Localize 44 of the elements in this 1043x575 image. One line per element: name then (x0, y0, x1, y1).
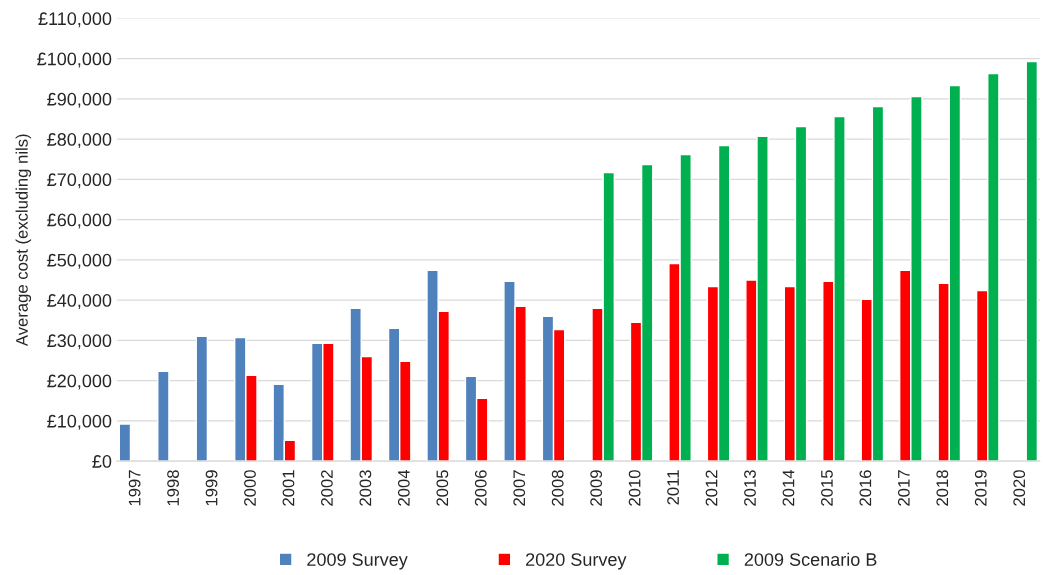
y-tick-label: £80,000 (47, 133, 112, 148)
x-tick-label: 2011 (667, 470, 679, 505)
y-tick-label: £60,000 (47, 213, 112, 229)
x-tick-label: 2016 (859, 470, 872, 506)
x-tick-label: 2020 (1013, 470, 1026, 506)
y-tick-label: £70,000 (47, 173, 112, 189)
x-tick-label: 2012 (705, 470, 718, 506)
x-tick-label: 1997 (128, 470, 141, 506)
bar (195, 335, 209, 462)
x-tick-label: 2005 (436, 470, 449, 506)
y-tick-label: £110,000 (38, 12, 112, 28)
y-tick-label: £40,000 (47, 294, 112, 309)
bar (118, 423, 132, 462)
y-axis-title: Average cost (excluding nils) (15, 134, 32, 347)
legend-label: 2009 Scenario B (744, 552, 877, 566)
x-tick-label: 2009 (590, 470, 603, 506)
y-tick-label: £50,000 (47, 253, 112, 269)
x-tick-label: 2017 (897, 470, 910, 506)
x-tick-label: 2006 (474, 470, 487, 506)
bar (1025, 60, 1039, 462)
legend-label: 2020 Survey (526, 553, 627, 570)
legend-label: 2009 Survey (307, 553, 408, 570)
x-tick-label: 2015 (821, 470, 833, 506)
x-tick-label: 1998 (167, 470, 179, 506)
x-tick-label: 2008 (551, 470, 564, 506)
x-tick-label: 2000 (244, 470, 256, 506)
y-tick-label: £90,000 (47, 92, 112, 108)
x-tick-label: 2010 (628, 470, 641, 506)
x-tick-label: 2014 (782, 469, 795, 506)
x-tick-label: 1999 (205, 470, 218, 506)
x-tick-label: 2003 (359, 470, 372, 506)
x-tick-label: 2013 (744, 470, 756, 506)
y-tick-label: £20,000 (47, 374, 112, 390)
y-tick-label: £10,000 (47, 414, 112, 430)
x-tick-label: 2019 (974, 470, 987, 506)
y-tick-label: £100,000 (37, 52, 112, 68)
bar (157, 370, 170, 462)
x-tick-label: 2018 (936, 470, 949, 506)
x-tick-label: 2002 (321, 470, 333, 506)
x-tick-label: 2001 (282, 470, 295, 506)
y-tick-label: £0 (92, 455, 112, 468)
x-tick-label: 2004 (397, 469, 410, 506)
x-tick-label: 2007 (513, 470, 526, 506)
y-tick-label: £30,000 (47, 334, 112, 350)
